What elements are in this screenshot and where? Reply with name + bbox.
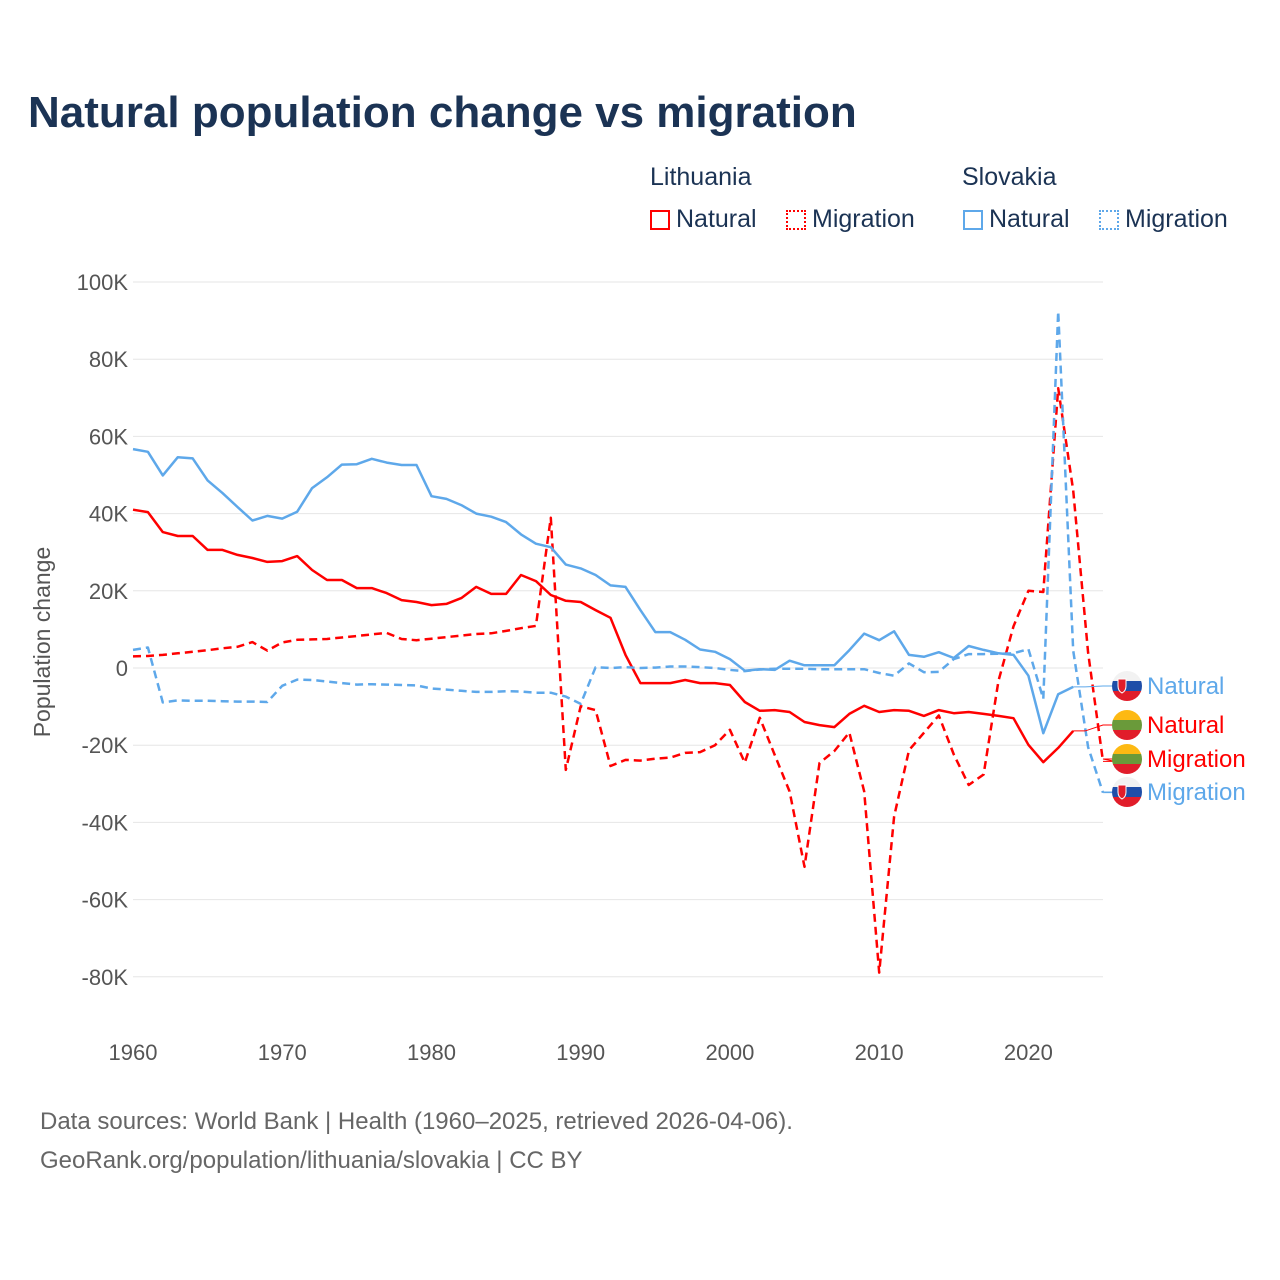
legend-lithuania-natural[interactable]: Natural	[650, 205, 757, 234]
flag-stripe	[1112, 797, 1142, 807]
flag-coat-of-arms	[1117, 678, 1127, 694]
x-tick-label: 1980	[407, 1040, 456, 1065]
y-tick-label: 0	[116, 656, 128, 681]
flag-stripe	[1112, 710, 1142, 721]
flag-stripe	[1112, 787, 1142, 798]
legend-slovakia-natural[interactable]: Natural	[963, 205, 1070, 234]
footer-link[interactable]: GeoRank.org/population/lithuania/slovaki…	[40, 1147, 583, 1174]
flag-stripe	[1112, 754, 1142, 765]
slovakia-flag-icon	[1112, 777, 1142, 807]
y-tick-label: -80K	[82, 965, 129, 990]
y-tick-label: 60K	[89, 424, 128, 449]
series-line-slovakia-natural	[132, 447, 1074, 735]
label-connector	[1073, 724, 1112, 732]
y-tick-label: -60K	[82, 888, 129, 913]
series-line-lithuania-natural	[132, 508, 1075, 764]
legend-label: Migration	[812, 205, 915, 233]
flag-stripe	[1112, 691, 1142, 701]
legend-swatch-solid	[963, 209, 983, 230]
x-tick-label: 1970	[258, 1040, 307, 1065]
end-label: Natural	[1147, 712, 1224, 739]
x-tick-label: 2020	[1004, 1040, 1053, 1065]
flag-stripe	[1112, 681, 1142, 692]
lithuania-flag-icon	[1112, 744, 1142, 774]
end-label: Migration	[1147, 779, 1246, 806]
legend-swatch-dotted	[1099, 209, 1119, 230]
footer-sources: Data sources: World Bank | Health (1960–…	[40, 1108, 793, 1135]
label-connector	[1102, 791, 1116, 794]
label-connector	[1102, 758, 1116, 762]
flag-stripe	[1112, 671, 1142, 682]
end-label: Migration	[1147, 746, 1246, 773]
legend-swatch-solid	[650, 209, 670, 230]
y-tick-label: 100K	[77, 270, 129, 295]
x-tick-label: 1990	[556, 1040, 605, 1065]
x-tick-label: 2000	[705, 1040, 754, 1065]
flag-coat-of-arms	[1117, 784, 1127, 800]
legend-group-slovakia: Slovakia	[962, 163, 1057, 191]
y-tick-label: 80K	[89, 347, 128, 372]
end-label: Natural	[1147, 673, 1224, 700]
legend-label: Migration	[1125, 205, 1228, 233]
legend-lithuania-migration[interactable]: Migration	[786, 205, 915, 234]
series-line-slovakia-migration	[132, 310, 1105, 794]
legend-label: Natural	[676, 205, 757, 233]
y-tick-label: 20K	[89, 579, 128, 604]
legend-label: Natural	[989, 205, 1070, 233]
flag-stripe	[1112, 720, 1142, 731]
flag-stripe	[1112, 744, 1142, 755]
x-tick-label: 1960	[109, 1040, 158, 1065]
x-tick-label: 2010	[855, 1040, 904, 1065]
slovakia-flag-icon	[1112, 671, 1142, 701]
y-tick-label: -20K	[82, 733, 129, 758]
flag-stripe	[1112, 764, 1142, 774]
flag-stripe	[1112, 730, 1142, 740]
label-connector	[1073, 685, 1112, 688]
y-tick-label: 40K	[89, 502, 128, 527]
y-tick-label: -40K	[82, 810, 129, 835]
lithuania-flag-icon	[1112, 710, 1142, 740]
series-line-lithuania-migration	[132, 386, 1105, 974]
chart-title: Natural population change vs migration	[28, 88, 857, 137]
legend-slovakia-migration[interactable]: Migration	[1099, 205, 1228, 234]
legend-group-lithuania: Lithuania	[650, 163, 752, 191]
y-axis-label: Population change	[29, 547, 55, 738]
legend-swatch-dotted	[786, 209, 806, 230]
flag-stripe	[1112, 777, 1142, 788]
